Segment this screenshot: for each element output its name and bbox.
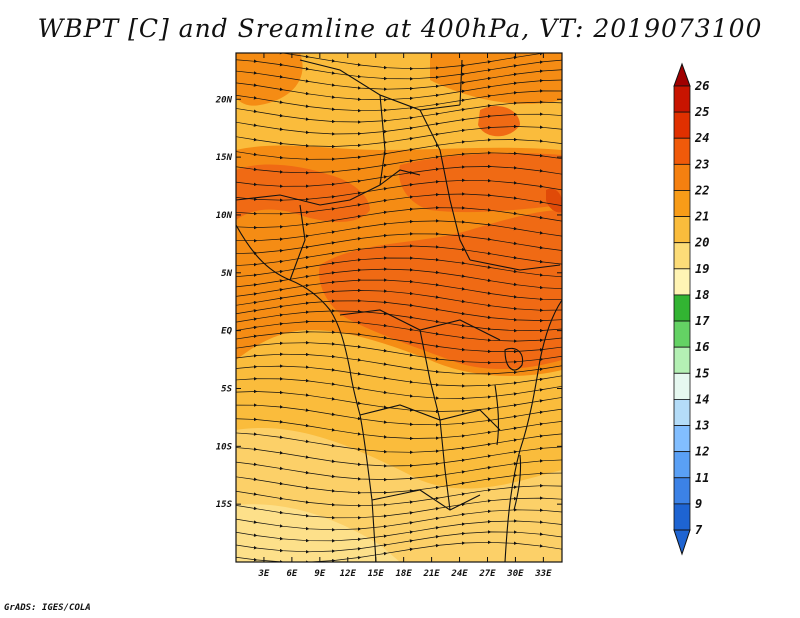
colorbar-swatch	[673, 190, 691, 217]
streamlines	[236, 53, 562, 562]
lon-tick-label: 27E	[478, 569, 496, 579]
lat-tick-label: EQ	[221, 327, 232, 337]
colorbar-label: 13	[695, 419, 709, 433]
shade-band-23-east	[399, 153, 562, 213]
colorbar-label: 11	[695, 471, 709, 485]
lon-tick-label: 18E	[396, 569, 413, 579]
lake-malawi	[513, 454, 522, 511]
lon-tick-label: 6E	[286, 569, 297, 579]
colorbar-label: 23	[694, 157, 709, 171]
colorbar-label: 7	[695, 523, 703, 537]
colorbar-label: 17	[695, 314, 710, 328]
colorbar-swatch	[673, 425, 691, 453]
coast-west-africa	[236, 224, 377, 562]
colorbar: 26 25 24 23 22 21 20 19 18 17 16 15 14 13 12 11 9 7	[673, 62, 710, 556]
border-11	[439, 419, 451, 511]
border-6	[469, 259, 561, 271]
border-3	[379, 94, 386, 186]
colorbar-swatch	[673, 111, 691, 139]
colorbar-swatch	[673, 163, 691, 191]
axis-labels: 3E 6E 9E 12E 15E 18E 21E 24E 27E 30E 33E 20N 15N 10N 5…	[215, 95, 552, 579]
colorbar-swatch	[673, 346, 691, 374]
colorbar-label: 15	[695, 366, 709, 380]
lon-tick-label: 15E	[368, 569, 385, 579]
colorbar-label: 16	[695, 340, 709, 354]
map-frame	[235, 52, 563, 563]
colorbar-swatch	[673, 503, 691, 531]
lat-tick-label: 15N	[216, 153, 233, 163]
colorbar-label: 12	[695, 445, 709, 459]
coast-east	[504, 299, 562, 562]
country-borders	[236, 59, 562, 562]
lat-tick-label: 10N	[216, 211, 233, 221]
chart-title: WBPT [C] and Sreamline at 400hPa, VT: 20…	[37, 14, 763, 43]
colorbar-swatch	[673, 294, 691, 322]
colorbar-label: 9	[695, 497, 702, 511]
colorbar-bottom-arrow	[673, 529, 691, 556]
colorbar-label: 22	[694, 183, 709, 197]
colorbar-label: 24	[694, 131, 709, 145]
colorbar-swatch	[673, 268, 691, 296]
colorbar-swatch	[673, 451, 691, 479]
lon-tick-label: 33E	[534, 569, 552, 579]
colorbar-swatch	[673, 85, 691, 113]
border-4	[419, 109, 471, 261]
colorbar-swatch	[673, 137, 691, 165]
colorbar-label: 19	[695, 262, 709, 276]
colorbar-top-arrow	[673, 62, 691, 87]
lat-tick-label: 10S	[216, 442, 233, 452]
grads-credit: GrADS: IGES/COLA	[4, 603, 91, 613]
lon-tick-label: 24E	[450, 569, 468, 579]
colorbar-swatch	[673, 216, 691, 244]
border-5	[459, 59, 463, 106]
border-9	[371, 489, 481, 511]
lat-tick-label: 5N	[221, 269, 232, 279]
colorbar-swatch	[673, 242, 691, 270]
border-1	[236, 169, 421, 206]
colorbar-swatch	[673, 372, 691, 400]
lon-tick-label: 3E	[258, 569, 270, 579]
colorbar-swatch	[673, 320, 691, 348]
colorbar-label: 25	[694, 105, 709, 119]
shade-hot-24	[546, 188, 562, 213]
colorbar-label: 21	[694, 210, 709, 224]
colorbar-label: 14	[695, 392, 709, 406]
lat-tick-label: 15S	[216, 500, 233, 510]
colorbar-label: 18	[695, 288, 709, 302]
colorbar-swatch	[673, 477, 691, 505]
border-12	[289, 204, 306, 281]
axis-ticks	[236, 53, 562, 562]
colorbar-label: 26	[694, 79, 709, 93]
colorbar-swatch	[673, 399, 691, 426]
lon-tick-label: 12E	[340, 569, 357, 579]
lat-tick-label: 20N	[215, 95, 233, 105]
lon-tick-label: 30E	[506, 569, 524, 579]
lon-tick-label: 9E	[314, 569, 325, 579]
lat-tick-label: 5S	[221, 384, 232, 394]
border-10	[419, 329, 441, 421]
lake-victoria	[504, 347, 524, 371]
lake-tanganyika	[494, 384, 500, 446]
colorbar-label: 20	[694, 236, 709, 250]
lon-tick-label: 21E	[422, 569, 440, 579]
